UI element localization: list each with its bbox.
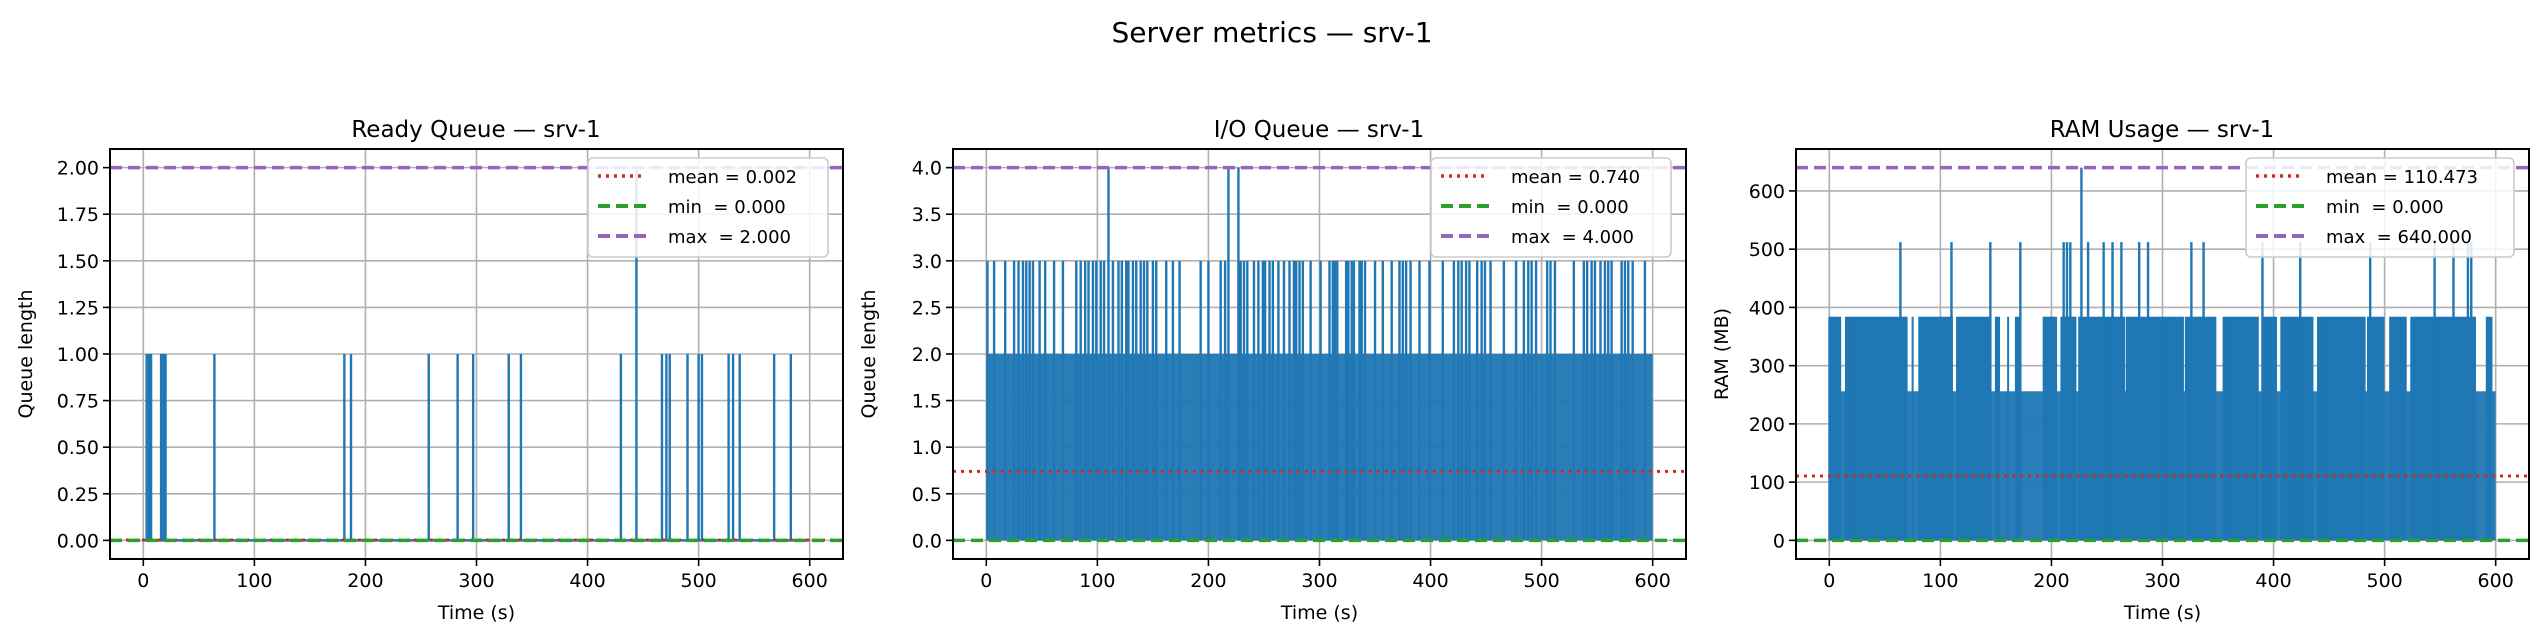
axes-frame bbox=[109, 148, 844, 560]
x-tick-label: 400 bbox=[569, 570, 605, 592]
axes-frame bbox=[1795, 148, 2530, 560]
x-tick-label: 600 bbox=[2478, 570, 2514, 592]
y-tick-label: 3.5 bbox=[912, 204, 942, 226]
x-tick-label: 100 bbox=[1922, 570, 1958, 592]
x-tick-label: 200 bbox=[1190, 570, 1226, 592]
legend: mean = 0.002 min = 0.000 max = 2.000 bbox=[587, 157, 829, 258]
legend-box bbox=[587, 157, 829, 258]
ready-queue-panel: Ready Queue — srv-1 0 100 200 300 400 500 600 0… bbox=[15, 117, 844, 624]
y-axis-label: Queue length bbox=[15, 289, 37, 418]
y-tick-label: 0.00 bbox=[57, 530, 99, 552]
panel-title: I/O Queue — srv-1 bbox=[1214, 117, 1425, 143]
x-tick-label: 200 bbox=[347, 570, 383, 592]
min-legend-label: min = 0.000 bbox=[2326, 197, 2444, 218]
y-tick-label: 100 bbox=[1749, 472, 1785, 494]
series bbox=[1796, 165, 2529, 543]
y-tick-label: 2.00 bbox=[57, 158, 99, 180]
x-tick-label: 300 bbox=[2144, 570, 2180, 592]
x-tick-label: 600 bbox=[1635, 570, 1671, 592]
y-tick-label: 200 bbox=[1749, 414, 1785, 436]
min-legend-label: min = 0.000 bbox=[1511, 197, 1629, 218]
figure-title: Server metrics — srv-1 bbox=[1111, 16, 1432, 49]
y-tick-label: 0.50 bbox=[57, 437, 99, 459]
y-tick-label: 0 bbox=[1773, 530, 1785, 552]
y-tick-label: 0.25 bbox=[57, 484, 99, 506]
legend: mean = 0.740 min = 0.000 max = 4.000 bbox=[1430, 157, 1672, 258]
y-tick-label: 1.25 bbox=[57, 297, 99, 319]
y-tick-label: 0.5 bbox=[912, 484, 942, 506]
x-tick-label: 0 bbox=[1823, 570, 1835, 592]
y-tick-label: 1.75 bbox=[57, 204, 99, 226]
y-tick-label: 500 bbox=[1749, 239, 1785, 261]
x-tick-label: 500 bbox=[1523, 570, 1559, 592]
x-tick-label: 0 bbox=[980, 570, 992, 592]
y-tick-label: 600 bbox=[1749, 181, 1785, 203]
x-tick-label: 400 bbox=[2255, 570, 2291, 592]
legend: mean = 110.473 min = 0.000 max = 640.000 bbox=[2245, 157, 2515, 258]
mean-legend-label: mean = 0.002 bbox=[668, 167, 797, 188]
x-tick-label: 100 bbox=[236, 570, 272, 592]
x-tick-label: 500 bbox=[680, 570, 716, 592]
panel-title: Ready Queue — srv-1 bbox=[351, 117, 600, 143]
y-tick-label: 1.00 bbox=[57, 344, 99, 366]
max-legend-label: max = 2.000 bbox=[668, 227, 791, 248]
x-tick-label: 200 bbox=[2033, 570, 2069, 592]
ram-usage-panel: RAM Usage — srv-1 0 100 200 300 400 500 600 0 10… bbox=[1711, 117, 2530, 624]
y-tick-label: 4.0 bbox=[912, 158, 942, 180]
y-tick-label: 0.75 bbox=[57, 391, 99, 413]
y-tick-label: 0.0 bbox=[912, 530, 942, 552]
y-tick-label: 1.5 bbox=[912, 391, 942, 413]
x-tick-label: 300 bbox=[458, 570, 494, 592]
y-tick-label: 300 bbox=[1749, 356, 1785, 378]
min-legend-label: min = 0.000 bbox=[668, 197, 786, 218]
io-queue-panel: I/O Queue — srv-1 0 100 200 300 400 500 600 0.0… bbox=[858, 117, 1687, 624]
mean-legend-label: mean = 110.473 bbox=[2326, 167, 2478, 188]
x-tick-label: 0 bbox=[137, 570, 149, 592]
max-legend-label: max = 4.000 bbox=[1511, 227, 1634, 248]
axes-frame bbox=[952, 148, 1687, 560]
y-tick-label: 2.0 bbox=[912, 344, 942, 366]
series bbox=[110, 165, 843, 543]
x-axis-label: Time (s) bbox=[437, 602, 515, 624]
y-axis-label: Queue length bbox=[858, 289, 880, 418]
max-legend-label: max = 640.000 bbox=[2326, 227, 2472, 248]
y-axis-label: RAM (MB) bbox=[1711, 308, 1733, 400]
legend-box bbox=[2245, 157, 2515, 258]
y-tick-label: 1.50 bbox=[57, 251, 99, 273]
y-tick-label: 1.0 bbox=[912, 437, 942, 459]
panel-title: RAM Usage — srv-1 bbox=[2050, 117, 2275, 143]
y-tick-label: 2.5 bbox=[912, 297, 942, 319]
x-axis-label: Time (s) bbox=[1280, 602, 1358, 624]
x-tick-label: 400 bbox=[1412, 570, 1448, 592]
legend-box bbox=[1430, 157, 1672, 258]
x-tick-label: 100 bbox=[1079, 570, 1115, 592]
x-axis-label: Time (s) bbox=[2123, 602, 2201, 624]
x-tick-label: 600 bbox=[792, 570, 828, 592]
series bbox=[953, 165, 1686, 543]
y-tick-label: 3.0 bbox=[912, 251, 942, 273]
x-tick-label: 500 bbox=[2366, 570, 2402, 592]
x-tick-label: 300 bbox=[1301, 570, 1337, 592]
y-tick-label: 400 bbox=[1749, 297, 1785, 319]
mean-legend-label: mean = 0.740 bbox=[1511, 167, 1640, 188]
